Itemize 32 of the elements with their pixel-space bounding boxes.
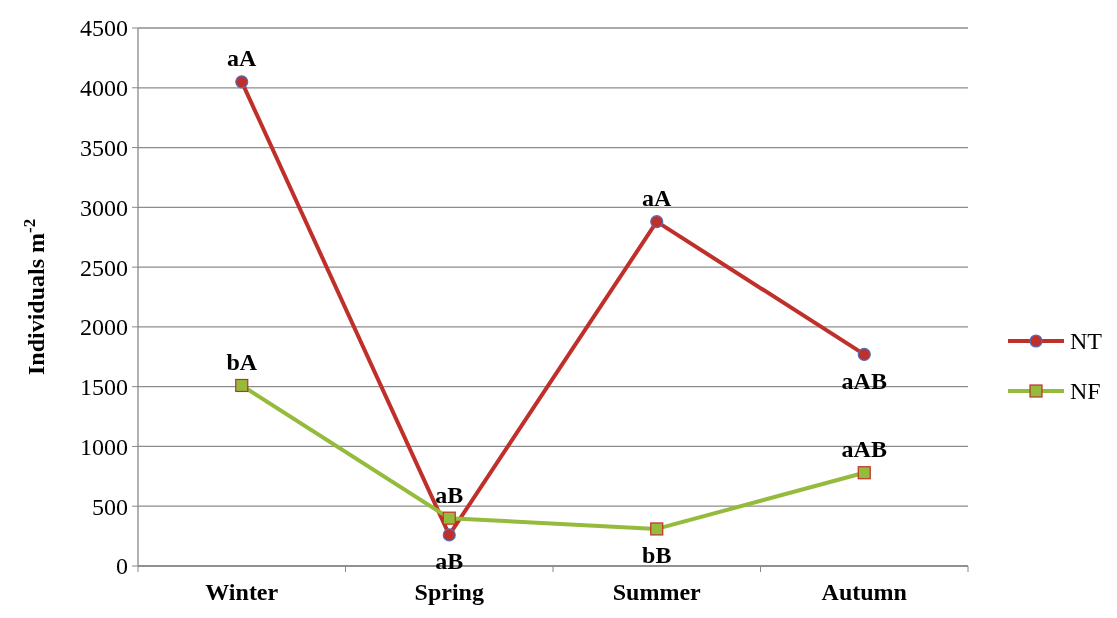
- y-tick-label: 3000: [80, 194, 128, 221]
- point: [650, 215, 664, 229]
- point: [442, 511, 456, 525]
- y-tick-label: 3500: [80, 134, 128, 161]
- annotation: aA: [227, 45, 258, 72]
- x-tick-label: Summer: [612, 579, 702, 605]
- point: [857, 347, 871, 361]
- point: [857, 466, 871, 480]
- annotation: bB: [642, 542, 672, 569]
- y-tick-label: 2500: [80, 254, 128, 281]
- y-tick-label: 0: [116, 553, 128, 580]
- annotation: aB: [435, 548, 464, 575]
- legend-label: NT: [1070, 328, 1103, 355]
- y-tick-label: 1000: [80, 433, 128, 460]
- annotation: bA: [226, 348, 258, 375]
- annotation: aAB: [841, 436, 887, 463]
- legend-label: NF: [1070, 378, 1101, 405]
- x-tick-label: Spring: [414, 579, 484, 605]
- point: [235, 378, 249, 393]
- point: [650, 522, 664, 536]
- y-tick-label: 4000: [80, 75, 128, 102]
- x-tick-label: Autumn: [821, 579, 907, 605]
- y-tick-label: 4500: [80, 15, 128, 42]
- y-tick-label: 1500: [80, 374, 128, 401]
- annotation: aA: [642, 185, 673, 212]
- y-tick-label: 500: [92, 493, 128, 520]
- point: [235, 75, 249, 89]
- y-tick-label: 2000: [80, 314, 128, 341]
- point: [442, 528, 456, 542]
- annotation: aAB: [841, 367, 887, 394]
- x-tick-label: Winter: [205, 579, 279, 605]
- annotation: aB: [435, 481, 464, 508]
